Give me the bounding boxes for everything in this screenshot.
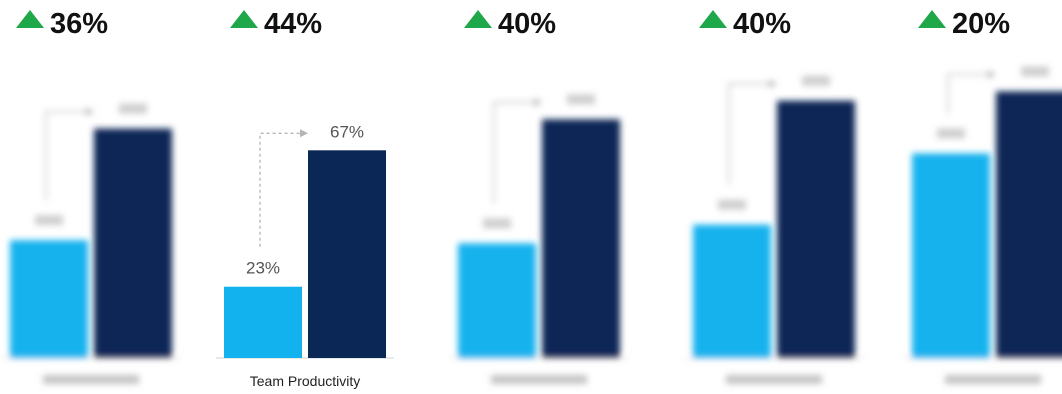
bar-before xyxy=(224,286,302,358)
bar-after xyxy=(94,128,172,358)
category-label-obscured xyxy=(43,375,139,384)
delta-label: 40% xyxy=(498,8,556,40)
increase-arrow-icon xyxy=(230,10,258,28)
bar-after xyxy=(308,150,386,358)
delta-label: 36% xyxy=(50,8,108,40)
connector-arrowhead-icon xyxy=(769,79,777,88)
value-label-after-obscured xyxy=(1021,66,1049,77)
value-label-after-obscured xyxy=(119,103,147,114)
bar-after xyxy=(542,119,620,358)
bar-group-body xyxy=(450,94,628,384)
value-label-before: 23% xyxy=(246,259,280,278)
value-label-after-obscured xyxy=(802,75,830,86)
bar-group-body xyxy=(685,75,863,384)
connector-line xyxy=(947,73,988,114)
bar-before xyxy=(693,224,771,358)
connector-line xyxy=(493,101,534,204)
bar-group-body: 23% 67% Team Productivity xyxy=(216,122,394,389)
category-label-obscured xyxy=(945,375,1041,384)
chart-groups: 36% 44% 23% 67% Team Productivity 40% 40% 20% xyxy=(2,8,1062,389)
connector-arrowhead-icon xyxy=(86,107,94,116)
increase-arrow-icon xyxy=(918,10,946,28)
bar-after xyxy=(777,100,855,358)
bar-after xyxy=(996,91,1062,359)
bar-before xyxy=(912,153,990,358)
increase-arrow-icon xyxy=(16,10,44,28)
bar-group-body xyxy=(2,103,180,384)
category-label-obscured xyxy=(491,375,587,384)
value-label-after-obscured xyxy=(567,94,595,105)
bar-group: 40% xyxy=(450,8,628,384)
bar-group: 44% 23% 67% Team Productivity xyxy=(216,8,394,389)
bar-group: 20% xyxy=(904,8,1062,384)
value-label-before-obscured xyxy=(483,218,511,229)
connector-arrowhead-icon xyxy=(300,129,308,138)
value-label-before-obscured xyxy=(35,215,63,226)
bar-group-body xyxy=(904,66,1062,384)
delta-label: 40% xyxy=(733,8,791,40)
delta-label: 20% xyxy=(952,8,1010,40)
connector-arrowhead-icon xyxy=(988,70,996,79)
delta-label: 44% xyxy=(264,8,322,40)
value-label-before-obscured xyxy=(937,128,965,139)
bar-before xyxy=(10,240,88,358)
value-label-after: 67% xyxy=(330,122,364,141)
increase-arrow-icon xyxy=(464,10,492,28)
connector-line xyxy=(259,132,300,247)
bar-before xyxy=(458,243,536,358)
increase-arrow-icon xyxy=(699,10,727,28)
connector-line xyxy=(45,110,86,201)
connector-line xyxy=(728,83,769,185)
category-label: Team Productivity xyxy=(250,373,360,389)
bar-group: 40% xyxy=(685,8,863,384)
value-label-before-obscured xyxy=(718,199,746,210)
bar-group: 36% xyxy=(2,8,180,384)
category-label-obscured xyxy=(726,375,822,384)
connector-arrowhead-icon xyxy=(534,98,542,107)
